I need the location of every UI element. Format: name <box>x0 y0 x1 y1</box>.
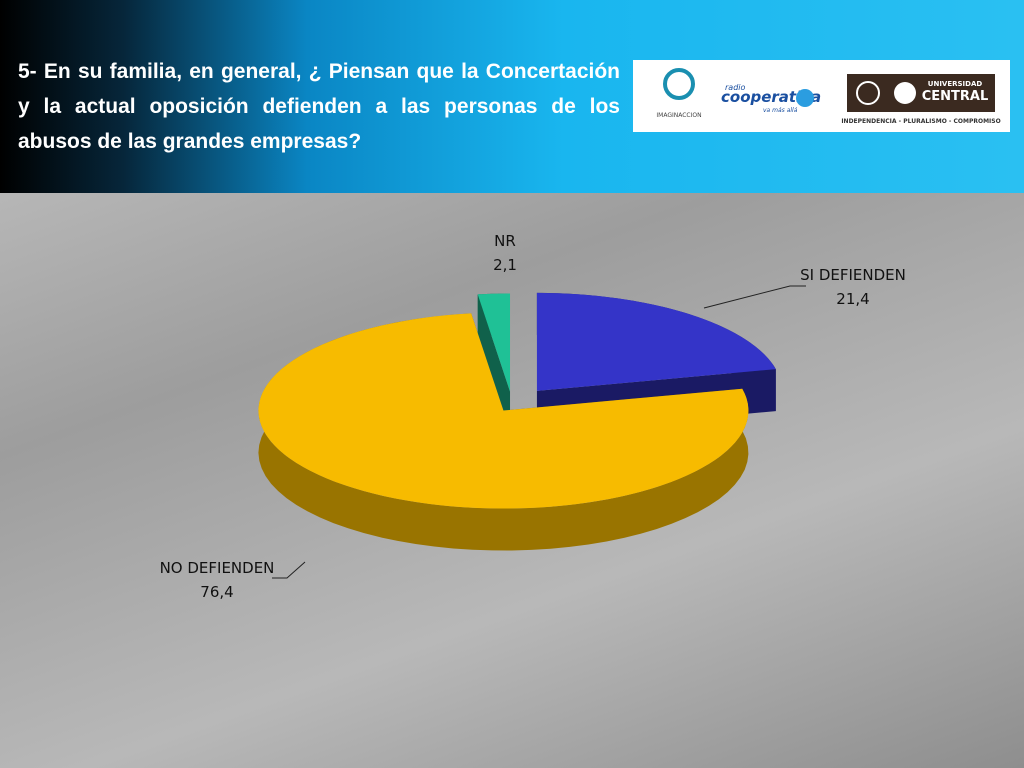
slide-title: 5- En su familia, en general, ¿ Piensan … <box>18 60 620 153</box>
logo-text: UNIVERSIDAD <box>928 80 983 88</box>
logo-box <box>847 74 995 112</box>
logo-text: INDEPENDENCIA - PLURALISMO - COMPROMISO <box>841 118 1000 125</box>
pie-wall <box>477 294 511 434</box>
pie-slice <box>477 293 511 392</box>
logo-text: IMAGINACCION <box>656 112 701 119</box>
slice-category-label: NO DEFIENDEN <box>160 559 275 577</box>
logo-text: CENTRAL <box>922 89 989 104</box>
logo-strip: IMAGINACCION radio cooperativa va más al… <box>656 68 1001 125</box>
pie-slice <box>258 313 749 509</box>
logos: IMAGINACCION radio cooperativa va más al… <box>633 60 1010 132</box>
slice-value-label: 2,1 <box>493 256 517 274</box>
pie-slice <box>536 292 776 391</box>
leader-line <box>272 561 306 579</box>
logo-text: va más allá <box>763 107 798 114</box>
slice-value-label: 21,4 <box>836 290 869 308</box>
logo-mark <box>856 81 880 105</box>
logo-mark <box>894 82 916 104</box>
logo-mark <box>796 89 814 107</box>
slice-category-label: NR <box>494 232 516 250</box>
logo-text: cooperativa <box>721 88 821 106</box>
logo-globe <box>663 68 695 100</box>
leader-line <box>703 285 806 309</box>
logo-text: radio <box>725 83 745 92</box>
slice-category-label: SI DEFIENDEN <box>800 266 906 284</box>
slice-value-label: 76,4 <box>200 583 233 601</box>
